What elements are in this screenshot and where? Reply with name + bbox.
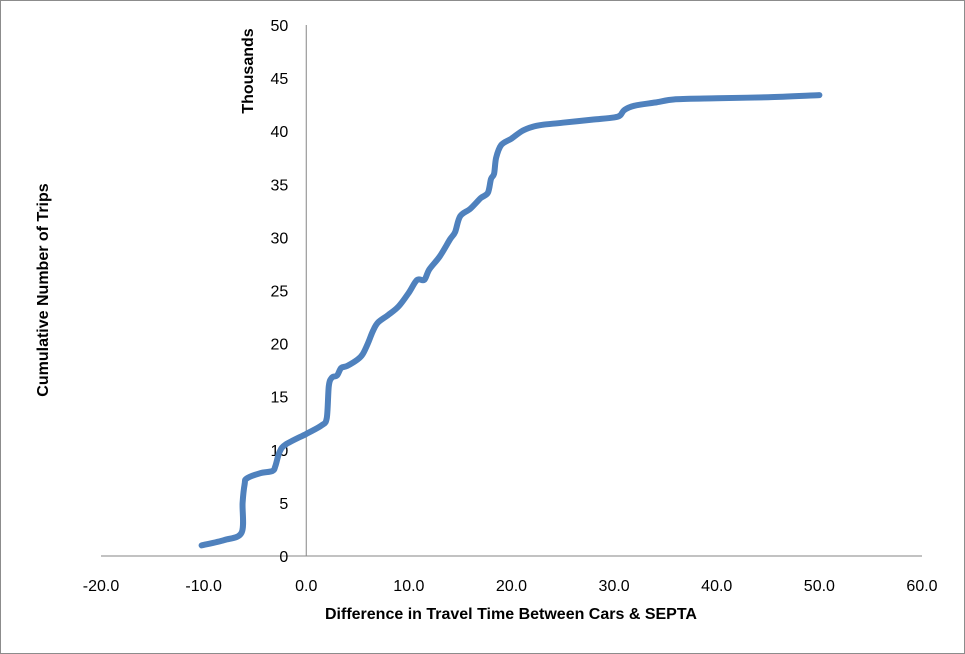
x-tick-label: -20.0 [83,578,120,595]
y-tick-label: 40 [270,124,288,141]
series-group [198,92,823,549]
y-axis-title: Cumulative Number of Trips [35,183,52,396]
y-tick-label: 15 [270,390,288,407]
y-tick-label: 30 [270,230,288,247]
x-tick-label: 40.0 [701,578,732,595]
axes [101,25,922,557]
y-tick-label: 20 [270,337,288,354]
y-tick-label: 25 [270,284,288,301]
y-tick-label: 35 [270,177,288,194]
y-units-label: Thousands [240,28,257,113]
x-tick-label: -10.0 [185,578,222,595]
y-tick-label: 5 [279,496,288,513]
y-tick-label: 45 [270,71,288,88]
x-tick-label: 10.0 [393,578,424,595]
x-tick-label: 50.0 [804,578,835,595]
x-tick-label: 60.0 [906,578,937,595]
x-tick-label: 0.0 [295,578,317,595]
x-axis-title: Difference in Travel Time Between Cars &… [325,606,697,623]
x-tick-labels: -20.0 -10.0 0.0 10.0 20.0 30.0 40.0 50.0 60.0 [83,578,938,595]
y-tick-label: 0 [279,549,288,566]
x-tick-label: 20.0 [496,578,527,595]
y-tick-label: 50 [270,18,288,35]
series-line [198,92,823,549]
x-tick-label: 30.0 [599,578,630,595]
